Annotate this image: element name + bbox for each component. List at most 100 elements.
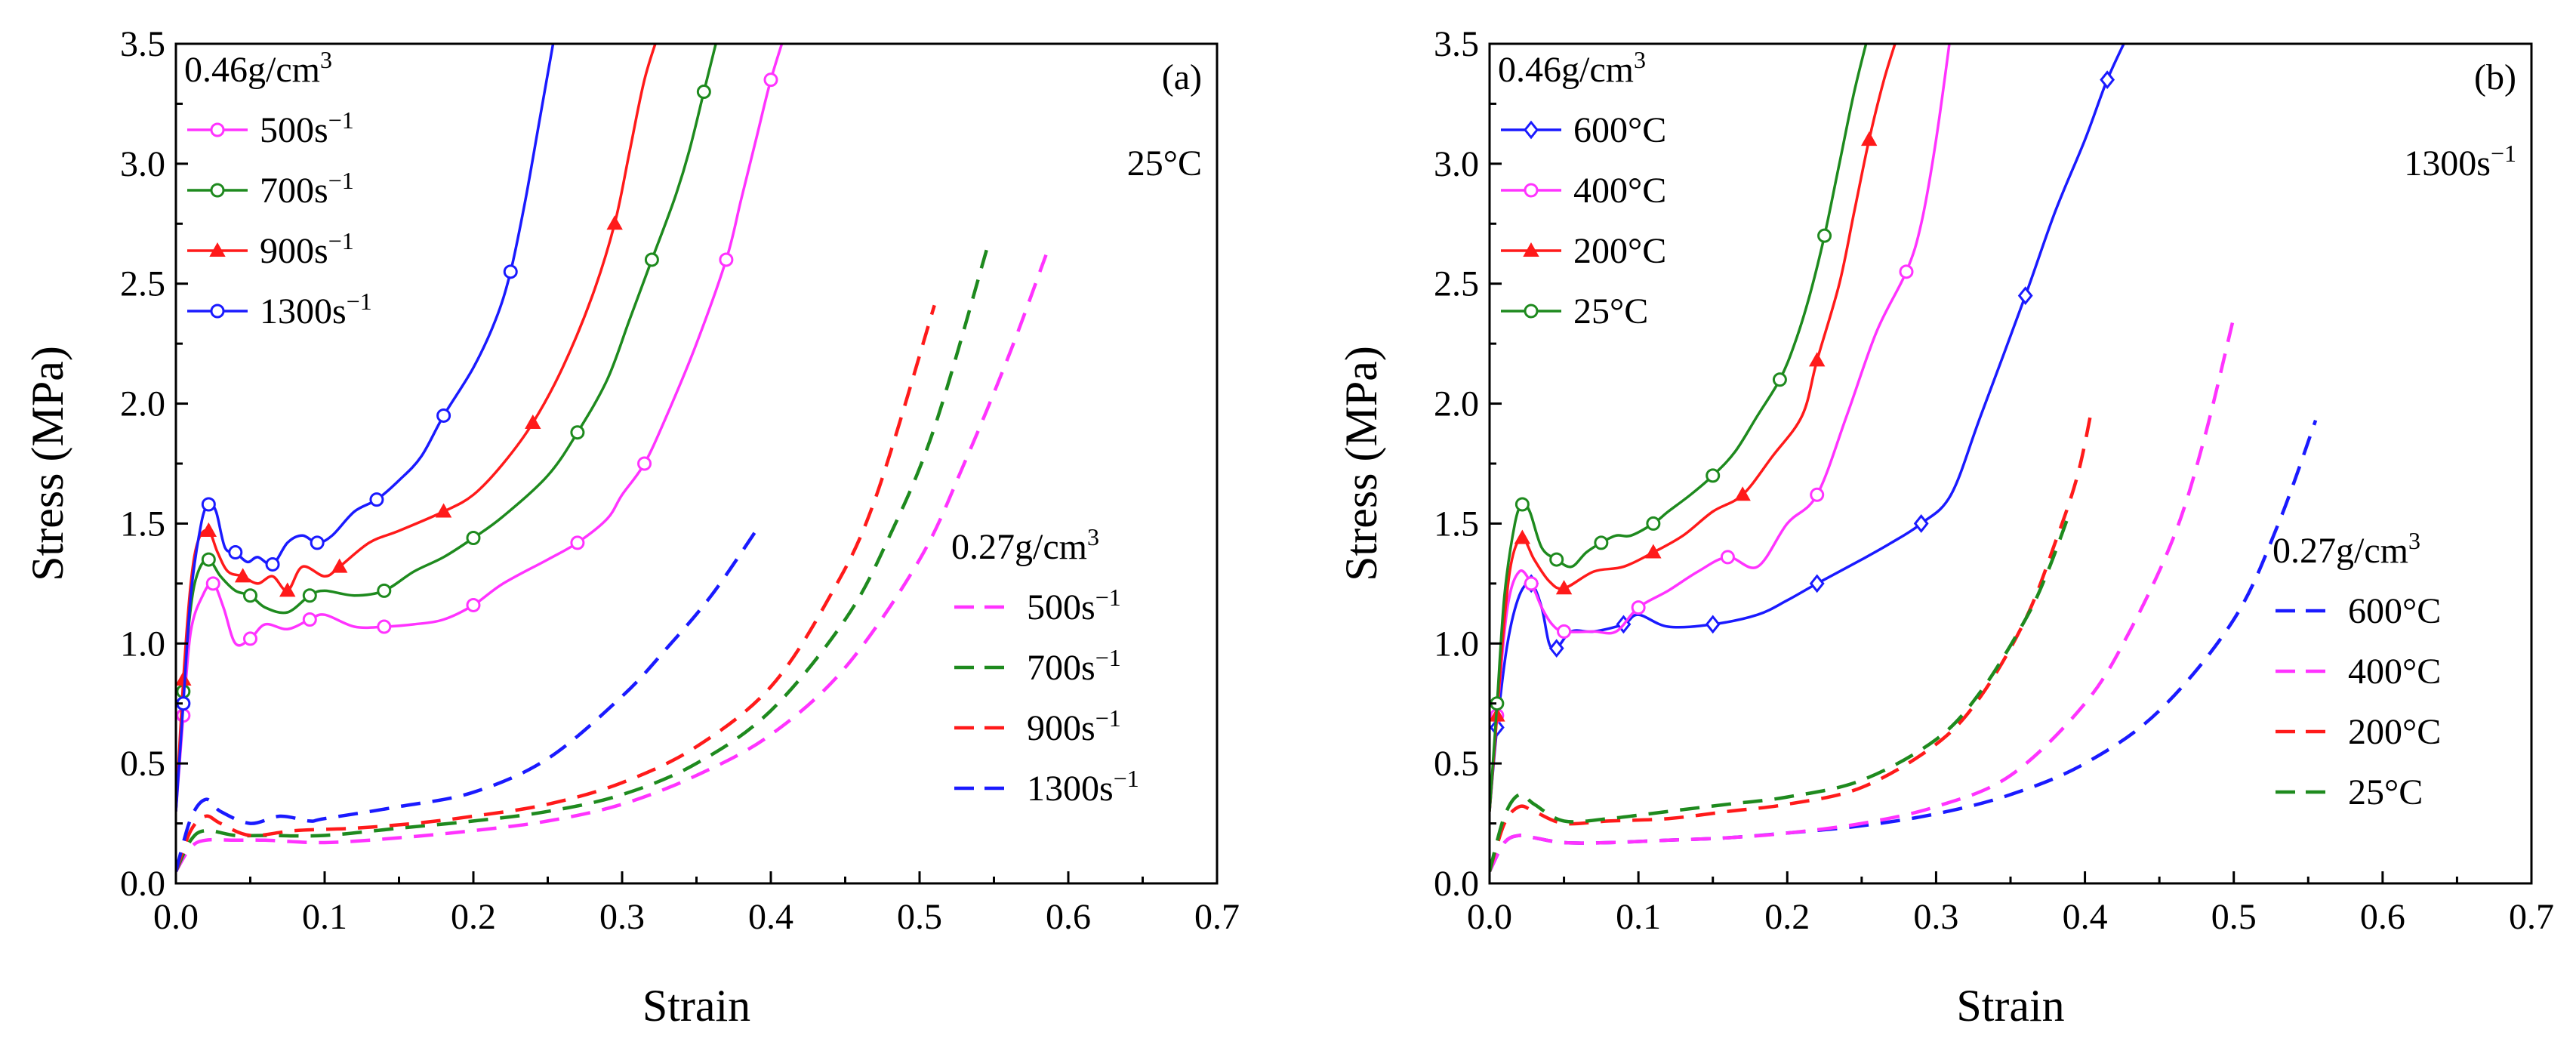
- y-tick-label: 2.5: [1434, 264, 1479, 304]
- data-point: [279, 582, 296, 597]
- data-point: [265, 556, 280, 572]
- legend-label: 400°C: [2348, 652, 2441, 692]
- panel-label: (b): [2474, 57, 2516, 97]
- data-point: [234, 568, 251, 583]
- x-tick-label: 0.2: [1764, 897, 1810, 937]
- y-tick-label: 2.0: [120, 384, 165, 424]
- legend-label: 700s−1: [260, 167, 354, 211]
- legend-title: 0.46g/cm3: [184, 46, 332, 90]
- plot-frame: [1488, 42, 2533, 885]
- x-tick-label: 0.3: [599, 897, 645, 937]
- y-tick-label: 1.0: [1434, 624, 1479, 664]
- data-point: [1514, 497, 1530, 512]
- data-point: [1646, 516, 1661, 531]
- data-point: [1809, 352, 1826, 367]
- data-point: [1594, 535, 1609, 550]
- legend-label: 25°C: [2348, 772, 2423, 812]
- data-point: [200, 522, 217, 537]
- y-tick-label: 1.5: [1434, 504, 1479, 544]
- series-light-5: [1490, 316, 2236, 873]
- data-point: [1810, 487, 1825, 502]
- x-tick-label: 0.0: [1467, 897, 1512, 937]
- legend-dense: 0.46g/cm3 500s−1 700s−1 900s−1 1300s−1: [184, 46, 372, 331]
- series-line: [176, 249, 988, 873]
- data-point: [696, 85, 711, 100]
- series-line: [1490, 405, 2094, 872]
- y-tick-label: 1.0: [120, 624, 165, 664]
- legend-label: 900s−1: [1027, 704, 1121, 748]
- data-point: [435, 503, 452, 518]
- legend-marker: [210, 304, 225, 319]
- y-tick-label: 1.5: [120, 504, 165, 544]
- legend-label: 500s−1: [1027, 584, 1121, 627]
- x-tick-label: 0.1: [302, 897, 347, 937]
- series-light-6: [1490, 405, 2094, 872]
- x-tick-label: 0.2: [451, 897, 496, 937]
- legend-dense: 0.46g/cm3 600°C 400°C 200°C 25°C: [1498, 46, 1666, 331]
- legend-marker: [209, 242, 226, 257]
- legend-item: 900s−1: [954, 704, 1121, 748]
- data-point: [377, 619, 392, 634]
- y-axis-title: Stress (MPa): [1336, 346, 1386, 581]
- series-dense-1: [176, 44, 717, 812]
- series-line: [176, 254, 1048, 873]
- legend-label: 700s−1: [1027, 644, 1121, 688]
- series-line: [1490, 510, 2072, 872]
- data-point: [466, 597, 481, 612]
- data-point: [2100, 70, 2115, 90]
- data-point: [1514, 529, 1531, 544]
- data-point: [369, 492, 384, 507]
- data-point: [201, 497, 216, 512]
- legend-title: 0.27g/cm3: [951, 523, 1099, 567]
- legend-item: 200°C: [1501, 231, 1666, 271]
- data-point: [310, 535, 325, 550]
- series-line: [176, 44, 784, 812]
- data-point: [763, 72, 778, 88]
- y-tick-label: 0.0: [1434, 864, 1479, 904]
- data-point: [228, 545, 243, 560]
- x-tick-label: 0.1: [1616, 897, 1661, 937]
- y-tick-label: 3.0: [1434, 144, 1479, 184]
- y-axis-title: Stress (MPa): [23, 346, 72, 581]
- legend-label: 200°C: [1573, 231, 1666, 271]
- series-line: [1490, 44, 1897, 812]
- legend-item: 400°C: [1501, 171, 1666, 211]
- series-dense-2: [176, 44, 657, 812]
- panel-b: 0.0 0.1 0.2 0.3 0.4 0.5 0.6 0.7 0.0 0.5 1.0 1.5 2.0 2…: [1336, 24, 2554, 1031]
- data-point: [436, 408, 451, 423]
- legend-marker: [210, 122, 225, 137]
- data-point: [1631, 600, 1646, 615]
- legend-item: 600°C: [2276, 591, 2441, 631]
- x-axis-title: Strain: [642, 981, 750, 1031]
- legend-item: 25°C: [1501, 291, 1648, 331]
- legend-label: 900s−1: [260, 227, 354, 271]
- condition-label: 1300s−1: [2404, 140, 2516, 183]
- x-tick-label: 0.6: [1046, 897, 1091, 937]
- series-line: [176, 304, 936, 872]
- y-tick-label: 3.0: [120, 144, 165, 184]
- x-tick-label: 0.3: [1913, 897, 1958, 937]
- legend-light: 0.27g/cm3 500s−1 700s−1 900s−1 1300s−1: [951, 523, 1139, 809]
- legend-title: 0.27g/cm3: [2272, 527, 2420, 571]
- legend-item: 1300s−1: [187, 288, 372, 331]
- series-dense-1: [1490, 44, 1951, 812]
- x-tick-label: 0.4: [748, 897, 793, 937]
- x-tick-label: 0.0: [153, 897, 199, 937]
- legend-marker: [1524, 304, 1539, 319]
- series-layer: [1490, 44, 2318, 873]
- data-point: [1548, 639, 1564, 658]
- x-tick-label: 0.7: [1194, 897, 1240, 937]
- data-point: [1705, 615, 1721, 634]
- legend-item: 400°C: [2276, 652, 2441, 692]
- legend-label: 500s−1: [260, 106, 354, 150]
- data-point: [1720, 550, 1735, 565]
- y-tick-label: 3.5: [1434, 24, 1479, 64]
- legend-item: 25°C: [2276, 772, 2423, 812]
- legend-marker: [1523, 242, 1539, 257]
- series-light-5: [176, 249, 988, 873]
- data-point: [1809, 574, 1825, 593]
- data-point: [525, 414, 541, 429]
- y-tick-label: 0.5: [120, 744, 165, 784]
- series-light-7: [1490, 510, 2072, 872]
